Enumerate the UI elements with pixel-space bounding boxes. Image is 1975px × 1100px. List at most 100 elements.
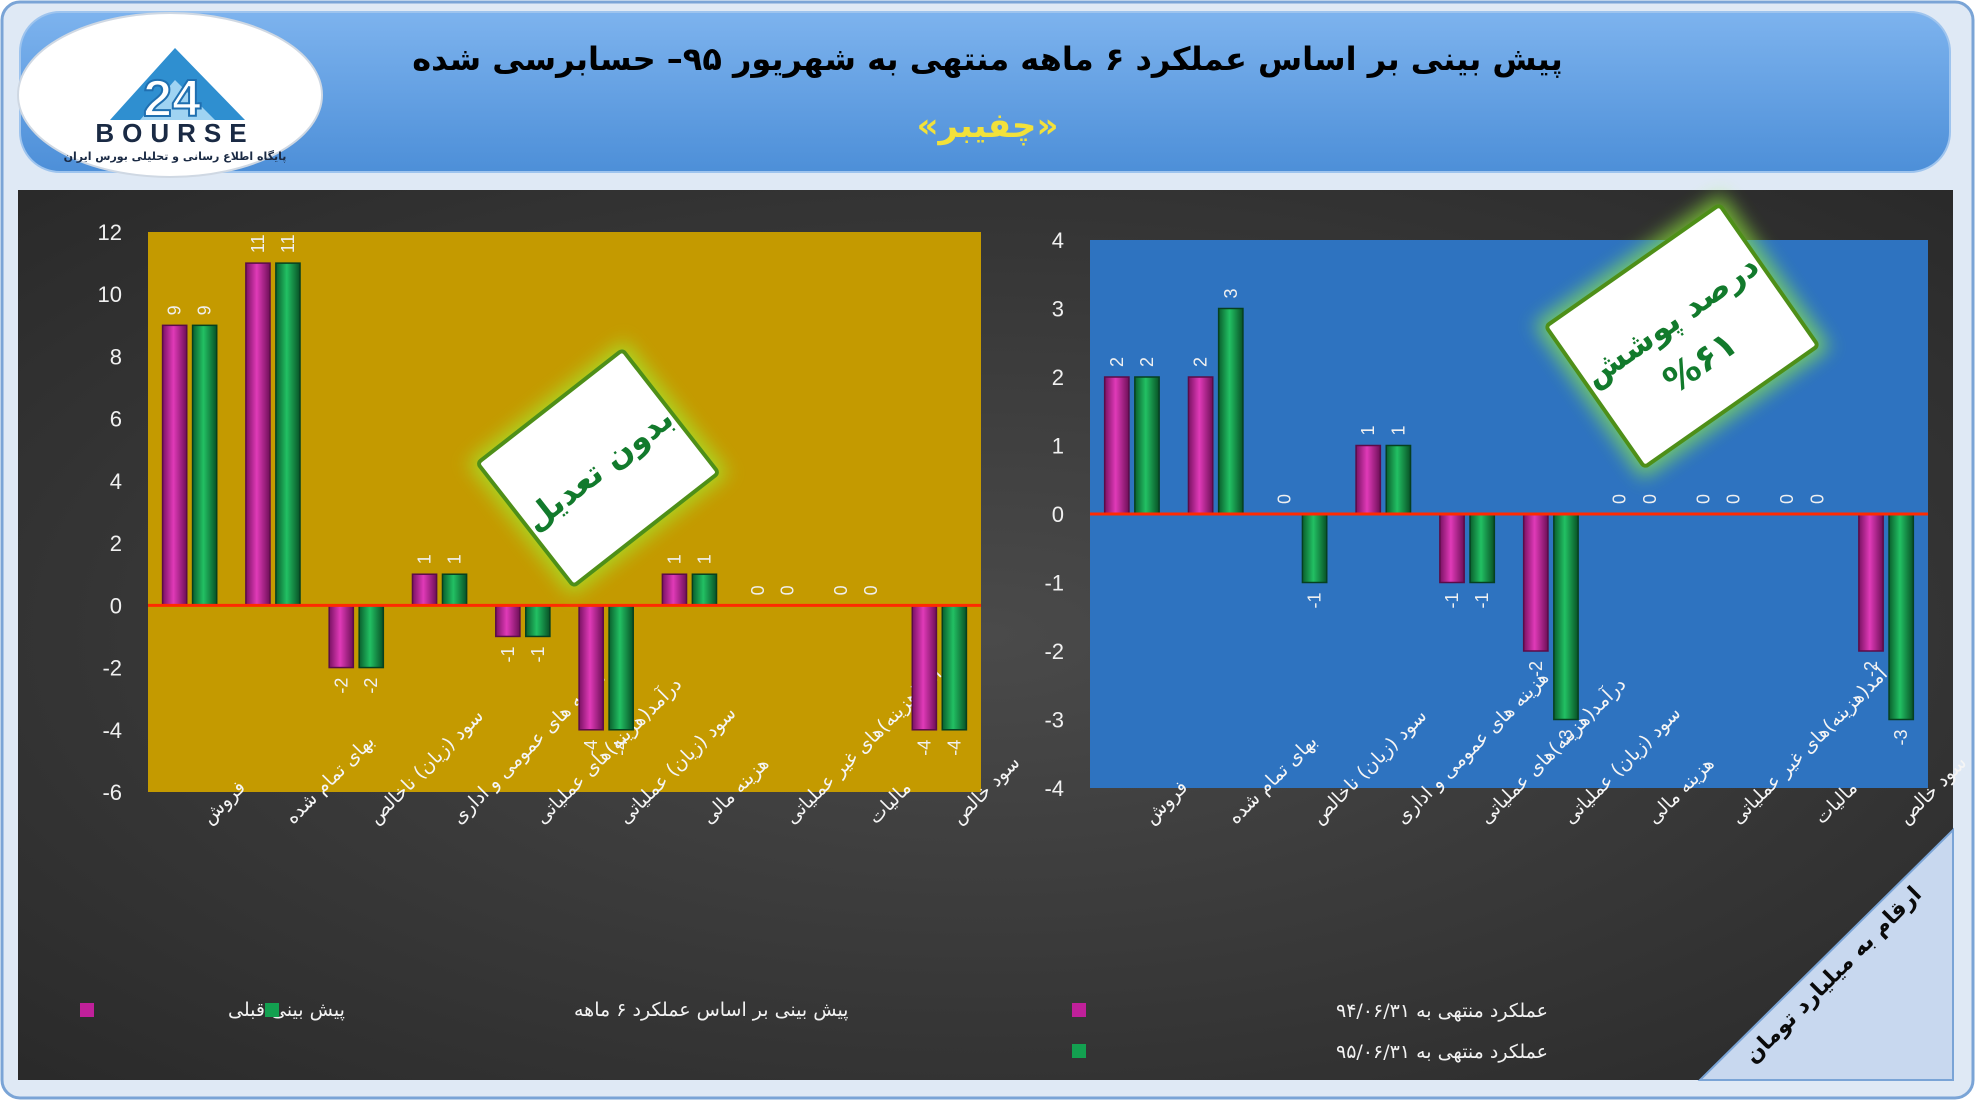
data-label: -1 [1472, 593, 1492, 609]
bar [1187, 376, 1214, 515]
data-label: 0 [831, 585, 851, 595]
bar [245, 262, 271, 607]
data-label: 0 [861, 585, 881, 595]
legend-swatch-94 [1072, 1003, 1086, 1017]
bar [1103, 376, 1130, 515]
y-tick-label: -1 [1044, 571, 1064, 596]
data-label: 1 [445, 554, 465, 564]
page-title: پیش بینی بر اساس عملکرد ۶ ماهه منتهی به … [412, 40, 1563, 78]
bar [608, 604, 634, 731]
badge-no-adjustment: بدون تعدیل [469, 341, 727, 595]
legend-label-6m: پیش بینی بر اساس عملکرد ۶ ماهه [574, 999, 848, 1021]
bar [1469, 513, 1496, 584]
data-label: -1 [1305, 593, 1325, 609]
legend-swatch-prev [80, 1003, 94, 1017]
data-label: 0 [1693, 494, 1713, 504]
data-label: 1 [415, 554, 435, 564]
bar [1355, 444, 1382, 515]
y-tick-label: 10 [98, 282, 122, 307]
data-label: 1 [1388, 425, 1408, 435]
data-label: 0 [1274, 494, 1294, 504]
bar [941, 604, 968, 731]
data-label: 11 [278, 234, 298, 253]
y-tick-label: 6 [110, 407, 122, 432]
legend-label-95: عملکرد منتهی به ۹۵/۰۶/۳۱ [1336, 1041, 1548, 1063]
bar [1385, 444, 1412, 515]
data-label: -3 [1891, 730, 1911, 746]
legend-label-94: عملکرد منتهی به ۹۴/۰۶/۳۱ [1336, 1000, 1548, 1022]
data-label: 2 [1191, 357, 1211, 367]
data-label: -4 [914, 740, 934, 756]
company-name: «چفیبر» [916, 106, 1059, 146]
data-label: 2 [1137, 357, 1157, 367]
data-label: 0 [1807, 494, 1827, 504]
data-label: -2 [331, 678, 351, 694]
bar [1217, 307, 1244, 515]
bar [1553, 513, 1579, 721]
data-label: -1 [1442, 593, 1462, 609]
data-label: -4 [944, 740, 964, 756]
y-tick-label: 3 [1052, 297, 1064, 322]
y-tick-label: -3 [1044, 708, 1064, 733]
bar [1439, 513, 1465, 584]
bar [1858, 513, 1884, 652]
data-label: -2 [1526, 661, 1546, 677]
data-label: 0 [1610, 494, 1630, 504]
bar [911, 604, 938, 731]
data-label: -1 [528, 646, 548, 662]
data-label: 11 [248, 234, 268, 253]
bar [1301, 513, 1328, 584]
bar [191, 324, 218, 607]
data-label: 0 [1640, 494, 1660, 504]
y-tick-label: -2 [1044, 639, 1064, 664]
y-tick-label: -4 [1044, 776, 1064, 801]
y-tick-label: 0 [110, 593, 122, 618]
y-tick-label: 4 [110, 469, 122, 494]
y-tick-label: 12 [98, 220, 122, 245]
y-tick-label: 2 [1052, 365, 1064, 390]
bar [661, 573, 688, 607]
data-label: 0 [778, 585, 798, 595]
y-tick-label: -6 [102, 780, 122, 805]
data-label: 0 [1777, 494, 1797, 504]
data-label: -3 [1556, 730, 1576, 746]
bar [691, 573, 718, 607]
bar [328, 604, 355, 669]
legend-swatch-6m [265, 1003, 279, 1017]
logo: 24 BOURSE پایگاه اطلاع رسانی و تحلیلی بو… [17, 12, 323, 178]
badge-coverage: درصد پوشش %۶۱ [1535, 194, 1829, 478]
y-tick-label: -4 [102, 718, 122, 743]
data-label: 3 [1221, 288, 1241, 298]
y-tick-label: 4 [1052, 228, 1064, 253]
data-label: 0 [1724, 494, 1744, 504]
bar [525, 604, 551, 638]
bar [441, 573, 468, 607]
logo-number: 24 [143, 70, 201, 128]
data-label: -4 [611, 740, 631, 756]
y-tick-label: 2 [110, 531, 122, 556]
data-label: 1 [694, 554, 714, 564]
bar [161, 324, 188, 607]
bar [411, 573, 438, 607]
data-label: -2 [1861, 661, 1881, 677]
data-label: -2 [361, 678, 381, 694]
logo-brand: BOURSE [95, 118, 254, 148]
data-label: -4 [581, 740, 601, 756]
bar [1522, 513, 1549, 652]
data-label: 1 [664, 554, 684, 564]
y-tick-label: 8 [110, 344, 122, 369]
left-legend: پیش بینی قبلی پیش بینی بر اساس عملکرد ۶ … [80, 999, 848, 1021]
bar [358, 604, 385, 669]
y-tick-label: 0 [1052, 502, 1064, 527]
bar [1134, 376, 1160, 515]
bar [1888, 513, 1915, 721]
legend-label-prev: پیش بینی قبلی [228, 999, 345, 1021]
bar [275, 262, 301, 607]
data-label: 9 [165, 305, 185, 315]
y-tick-label: -2 [102, 656, 122, 681]
bar [495, 604, 521, 638]
y-tick-label: 1 [1052, 434, 1064, 459]
bar [578, 604, 604, 731]
legend-swatch-95 [1072, 1044, 1086, 1058]
